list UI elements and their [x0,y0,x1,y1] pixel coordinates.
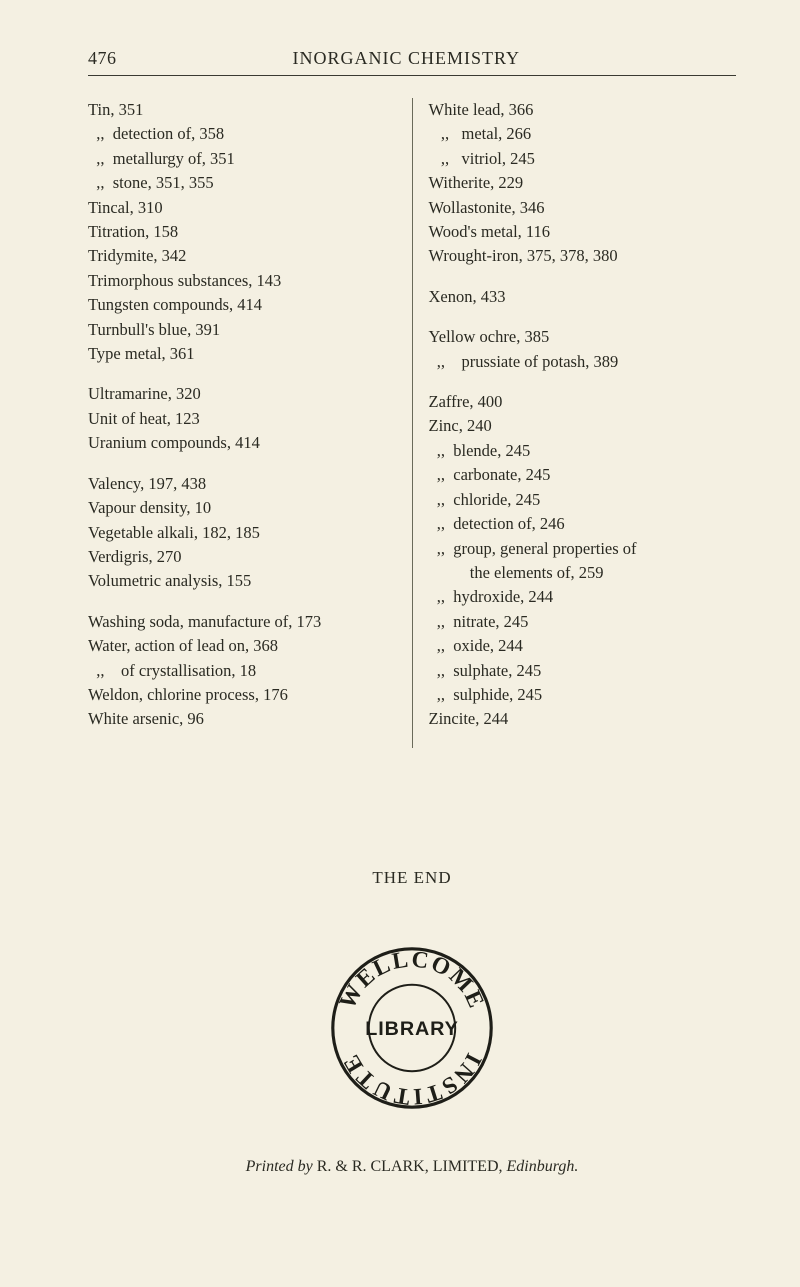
index-entry: ,, metallurgy of, 351 [88,147,396,171]
index-entry: ,, sulphide, 245 [429,683,737,707]
index-entry: Vapour density, 10 [88,496,396,520]
index-block: Tin, 351 ,, detection of, 358 ,, metallu… [88,98,396,366]
svg-text:WELLCOME: WELLCOME [334,946,489,1013]
page-number: 476 [88,48,117,69]
index-entry: Type metal, 361 [88,342,396,366]
page: 476 INORGANIC CHEMISTRY Tin, 351 ,, dete… [0,0,800,1287]
seal-bottom-arc: INSTITUTE [338,1049,487,1110]
index-entry: the elements of, 259 [429,561,737,585]
running-title: INORGANIC CHEMISTRY [117,48,697,69]
index-block: Ultramarine, 320Unit of heat, 123Uranium… [88,382,396,455]
index-block: Washing soda, manufacture of, 173Water, … [88,610,396,732]
index-entry: Valency, 197, 438 [88,472,396,496]
index-block: White lead, 366 ,, metal, 266 ,, vitriol… [429,98,737,269]
index-entry: Tungsten compounds, 414 [88,293,396,317]
index-entry: Zaffre, 400 [429,390,737,414]
index-entry: ,, blende, 245 [429,439,737,463]
index-entry: ,, nitrate, 245 [429,610,737,634]
index-entry: Wrought-iron, 375, 378, 380 [429,244,737,268]
index-entry: Yellow ochre, 385 [429,325,737,349]
page-header: 476 INORGANIC CHEMISTRY [88,48,736,69]
index-block: Xenon, 433 [429,285,737,309]
index-entry: ,, group, general properties of [429,537,737,561]
header-rule [88,75,736,76]
index-entry: ,, of crystallisation, 18 [88,659,396,683]
imprint-publisher: R. & R. CLARK, LIMITED, [317,1158,507,1175]
index-entry: ,, carbonate, 245 [429,463,737,487]
index-entry: Weldon, chlorine process, 176 [88,683,396,707]
svg-text:INSTITUTE: INSTITUTE [338,1049,487,1110]
index-entry: ,, detection of, 358 [88,122,396,146]
index-entry: Tincal, 310 [88,196,396,220]
imprint-prefix: Printed by [246,1158,317,1175]
index-entry: ,, oxide, 244 [429,634,737,658]
index-entry: White lead, 366 [429,98,737,122]
index-columns: Tin, 351 ,, detection of, 358 ,, metallu… [88,98,736,748]
index-entry: Uranium compounds, 414 [88,431,396,455]
index-entry: Water, action of lead on, 368 [88,634,396,658]
index-entry: ,, vitriol, 245 [429,147,737,171]
index-entry: Zincite, 244 [429,707,737,731]
library-seal: WELLCOME INSTITUTE LIBRARY [322,938,502,1118]
index-entry: Trimorphous substances, 143 [88,269,396,293]
index-entry: Zinc, 240 [429,414,737,438]
index-entry: ,, hydroxide, 244 [429,585,737,609]
imprint: Printed by R. & R. CLARK, LIMITED, Edinb… [88,1158,736,1176]
index-block: Valency, 197, 438Vapour density, 10Veget… [88,472,396,594]
index-entry: ,, prussiate of potash, 389 [429,350,737,374]
imprint-place: Edinburgh. [507,1158,579,1175]
index-entry: Turnbull's blue, 391 [88,318,396,342]
index-entry: Tin, 351 [88,98,396,122]
index-entry: Verdigris, 270 [88,545,396,569]
seal-top-arc: WELLCOME [334,946,489,1013]
index-entry: Wollastonite, 346 [429,196,737,220]
index-column-right: White lead, 366 ,, metal, 266 ,, vitriol… [413,98,737,748]
index-entry: Xenon, 433 [429,285,737,309]
the-end: THE END [88,868,736,888]
index-block: Zaffre, 400Zinc, 240 ,, blende, 245 ,, c… [429,390,737,732]
index-entry: Vegetable alkali, 182, 185 [88,521,396,545]
index-entry: ,, stone, 351, 355 [88,171,396,195]
index-entry: ,, detection of, 246 [429,512,737,536]
index-entry: Volumetric analysis, 155 [88,569,396,593]
index-entry: Washing soda, manufacture of, 173 [88,610,396,634]
index-column-left: Tin, 351 ,, detection of, 358 ,, metallu… [88,98,413,748]
index-entry: ,, metal, 266 [429,122,737,146]
index-entry: Tridymite, 342 [88,244,396,268]
index-entry: Ultramarine, 320 [88,382,396,406]
index-entry: Unit of heat, 123 [88,407,396,431]
index-entry: ,, chloride, 245 [429,488,737,512]
index-entry: Wood's metal, 116 [429,220,737,244]
index-entry: Titration, 158 [88,220,396,244]
index-block: Yellow ochre, 385 ,, prussiate of potash… [429,325,737,374]
index-entry: Witherite, 229 [429,171,737,195]
seal-center: LIBRARY [365,1018,458,1040]
seal-wrap: WELLCOME INSTITUTE LIBRARY [88,938,736,1118]
index-entry: ,, sulphate, 245 [429,659,737,683]
index-entry: White arsenic, 96 [88,707,396,731]
